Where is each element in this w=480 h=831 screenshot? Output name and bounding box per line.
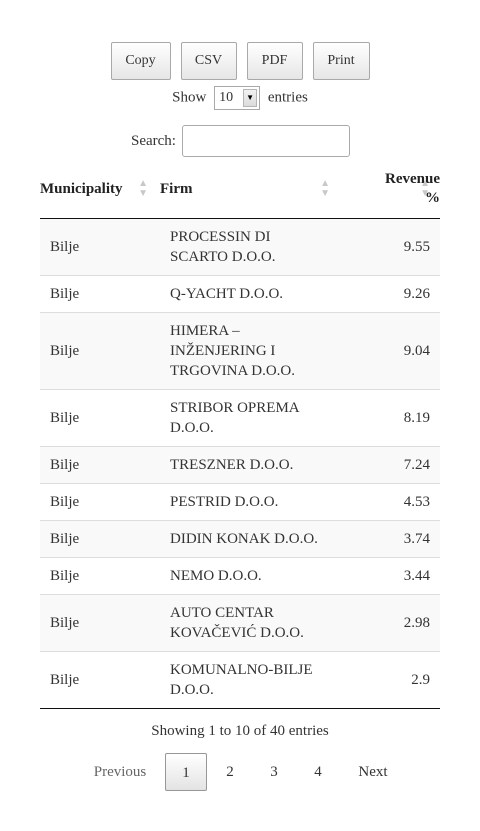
revenue-cell: 3.44	[336, 557, 440, 595]
firm-cell: DIDIN KONAK D.O.O.	[160, 520, 336, 558]
search-control: Search:	[131, 124, 350, 157]
firm-line: STRIBOR OPREMA	[170, 400, 300, 416]
table-row: Bilje TRESZNER D.O.O. 7.24	[40, 446, 440, 484]
search-input[interactable]	[181, 124, 350, 157]
firm-line: AUTO CENTAR	[170, 605, 274, 621]
entries-per-page-select[interactable]: 10 ▼	[214, 86, 261, 110]
firm-line: KOMUNALNO-BILJE	[170, 662, 313, 678]
table-row: Bilje NEMO D.O.O. 3.44	[40, 557, 440, 595]
sort-both-icon: ▲ ▼	[320, 178, 330, 199]
firm-cell: HIMERA – INŽENJERING I TRGOVINA D.O.O.	[160, 312, 336, 390]
firm-line: DIDIN KONAK D.O.O.	[170, 531, 318, 547]
export-buttons: Copy CSV PDF Print	[0, 42, 480, 80]
municipality-cell: Bilje	[40, 557, 160, 595]
copy-button[interactable]: Copy	[110, 42, 171, 80]
municipality-cell: Bilje	[40, 594, 160, 652]
firm-cell: Q-YACHT D.O.O.	[160, 275, 336, 313]
table-row: Bilje HIMERA – INŽENJERING I TRGOVINA D.O.…	[40, 312, 440, 390]
pagination: Previous 1 2 3 4 Next	[0, 753, 480, 791]
table-row: Bilje DIDIN KONAK D.O.O. 3.74	[40, 520, 440, 558]
page-3-button[interactable]: 3	[270, 764, 278, 780]
entries-per-page-value: 10	[219, 90, 234, 105]
firm-line: D.O.O.	[170, 682, 214, 698]
print-button[interactable]: Print	[312, 42, 370, 80]
firm-cell: KOMUNALNO-BILJE D.O.O.	[160, 651, 336, 709]
entries-length-control: Show 10 ▼ entries	[0, 86, 480, 110]
table-row: Bilje PESTRID D.O.O. 4.53	[40, 483, 440, 521]
firm-cell: NEMO D.O.O.	[160, 557, 336, 595]
firm-line: TRGOVINA D.O.O.	[170, 363, 295, 379]
column-header-revenue-unit: %	[425, 190, 440, 206]
show-label: Show	[172, 89, 207, 106]
municipality-cell: Bilje	[40, 651, 160, 709]
municipality-cell: Bilje	[40, 483, 160, 521]
csv-button[interactable]: CSV	[180, 42, 237, 80]
entries-label: entries	[267, 89, 308, 106]
table-row: Bilje STRIBOR OPREMA D.O.O. 8.19	[40, 389, 440, 447]
revenue-cell: 2.9	[336, 651, 440, 709]
previous-page-button[interactable]: Previous	[93, 764, 147, 780]
firm-cell: PESTRID D.O.O.	[160, 483, 336, 521]
firm-line: HIMERA –	[170, 323, 240, 339]
firm-cell: STRIBOR OPREMA D.O.O.	[160, 389, 336, 447]
column-header-revenue[interactable]: Revenue % ▲ ▼	[336, 160, 440, 219]
revenue-cell: 9.26	[336, 275, 440, 313]
revenue-cell: 4.53	[336, 483, 440, 521]
municipality-cell: Bilje	[40, 520, 160, 558]
firm-line: PROCESSIN DI	[170, 229, 271, 245]
column-header-firm[interactable]: Firm ▲ ▼	[160, 160, 336, 219]
revenue-cell: 9.04	[336, 312, 440, 390]
page-2-button[interactable]: 2	[226, 764, 234, 780]
column-header-municipality-label: Municipality	[40, 180, 123, 197]
firm-line: D.O.O.	[170, 420, 214, 436]
firm-line: PESTRID D.O.O.	[170, 494, 279, 510]
municipality-cell: Bilje	[40, 275, 160, 313]
revenue-cell: 7.24	[336, 446, 440, 484]
firm-line: INŽENJERING I	[170, 343, 276, 359]
firm-line: NEMO D.O.O.	[170, 568, 262, 584]
table-row: Bilje KOMUNALNO-BILJE D.O.O. 2.9	[40, 651, 440, 709]
firm-cell: AUTO CENTAR KOVAČEVIĆ D.O.O.	[160, 594, 336, 652]
table-row: Bilje Q-YACHT D.O.O. 9.26	[40, 275, 440, 313]
firm-cell: PROCESSIN DI SCARTO D.O.O.	[160, 218, 336, 276]
firm-line: KOVAČEVIĆ D.O.O.	[170, 625, 304, 641]
sort-both-icon: ▲ ▼	[420, 178, 430, 199]
table-row: Bilje PROCESSIN DI SCARTO D.O.O. 9.55	[40, 218, 440, 276]
revenue-cell: 8.19	[336, 389, 440, 447]
pdf-button[interactable]: PDF	[246, 42, 303, 80]
firm-line: Q-YACHT D.O.O.	[170, 286, 284, 302]
municipality-cell: Bilje	[40, 218, 160, 276]
column-header-municipality[interactable]: Municipality ▲ ▼	[40, 160, 160, 219]
column-header-firm-label: Firm	[160, 180, 193, 197]
revenue-cell: 2.98	[336, 594, 440, 652]
page-1-button[interactable]: 1	[165, 753, 207, 791]
search-label: Search:	[131, 132, 176, 149]
firms-table: Municipality ▲ ▼ Firm ▲ ▼ Revenue % ▲ ▼ Bil…	[40, 160, 440, 709]
revenue-cell: 3.74	[336, 520, 440, 558]
municipality-cell: Bilje	[40, 312, 160, 390]
next-page-button[interactable]: Next	[358, 764, 388, 780]
firm-line: SCARTO D.O.O.	[170, 249, 276, 265]
firm-line: TRESZNER D.O.O.	[170, 457, 294, 473]
municipality-cell: Bilje	[40, 446, 160, 484]
table-header-row: Municipality ▲ ▼ Firm ▲ ▼ Revenue % ▲ ▼	[40, 160, 440, 219]
table-row: Bilje AUTO CENTAR KOVAČEVIĆ D.O.O. 2.98	[40, 594, 440, 652]
select-arrow-icon: ▼	[243, 89, 258, 107]
firm-cell: TRESZNER D.O.O.	[160, 446, 336, 484]
table-info: Showing 1 to 10 of 40 entries	[151, 723, 329, 739]
column-header-revenue-label: Revenue	[385, 171, 440, 187]
sort-both-icon: ▲ ▼	[138, 178, 148, 199]
municipality-cell: Bilje	[40, 389, 160, 447]
page-4-button[interactable]: 4	[314, 764, 322, 780]
revenue-cell: 9.55	[336, 218, 440, 276]
